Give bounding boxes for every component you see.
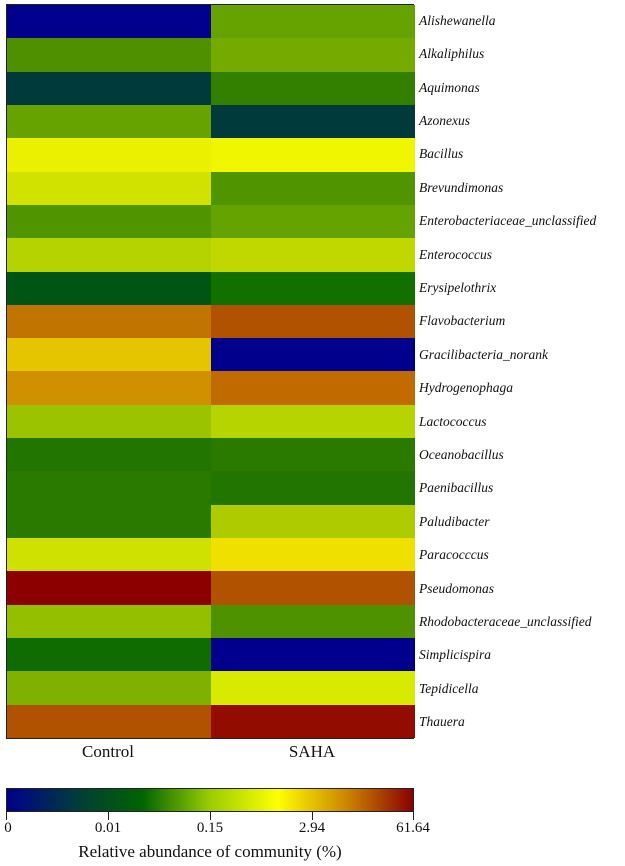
heatmap-cell bbox=[211, 371, 415, 405]
colorbar-tick bbox=[210, 812, 211, 820]
row-label: Gracilibacteria_norank bbox=[419, 346, 548, 362]
heatmap-cell bbox=[7, 304, 211, 339]
heatmap-cell bbox=[7, 504, 211, 539]
heatmap-cell bbox=[211, 5, 415, 39]
colorbar-tick-label: 0 bbox=[4, 820, 12, 836]
row-label: Alishewanella bbox=[419, 12, 496, 28]
heatmap-cell bbox=[7, 171, 211, 205]
row-label: Pseudomonas bbox=[419, 580, 494, 596]
heatmap-cell bbox=[211, 204, 415, 239]
heatmap-cell bbox=[211, 538, 415, 572]
row-label: Brevundimonas bbox=[419, 179, 504, 195]
row-label: Hydrogenophaga bbox=[419, 380, 513, 396]
row-label: Aquimonas bbox=[419, 79, 480, 95]
row-label: Tepidicella bbox=[419, 680, 479, 696]
heatmap-cell bbox=[7, 71, 211, 105]
heatmap-cell bbox=[211, 338, 415, 372]
heatmap-cell bbox=[7, 371, 211, 405]
colorbar-tick bbox=[312, 812, 313, 820]
colorbar-tick-label: 0.15 bbox=[196, 820, 224, 836]
heatmap-cell bbox=[211, 138, 415, 172]
row-labels: Alishewanella Alkaliphilus Aquimonas Azonex… bbox=[419, 4, 625, 739]
heatmap-cell bbox=[7, 5, 211, 39]
heatmap-grid bbox=[6, 4, 415, 739]
heatmap-cell bbox=[211, 638, 415, 672]
row-label: Lactococcus bbox=[419, 413, 487, 429]
row-label: Bacillus bbox=[419, 146, 464, 162]
row-label: Paludibacter bbox=[419, 513, 490, 529]
heatmap-cell bbox=[211, 571, 415, 605]
heatmap-cell bbox=[7, 438, 211, 472]
row-label: Flavobacterium bbox=[419, 313, 506, 329]
colorbar-title: Relative abundance of community (%) bbox=[78, 842, 342, 861]
heatmap-cell bbox=[7, 204, 211, 239]
row-label: Alkaliphilus bbox=[419, 46, 485, 62]
heatmap-cell bbox=[211, 604, 415, 639]
heatmap-cell bbox=[211, 271, 415, 305]
colorbar-tick bbox=[108, 812, 109, 820]
heatmap-cell bbox=[7, 604, 211, 639]
heatmap-cell bbox=[7, 338, 211, 372]
heatmap-cell bbox=[7, 671, 211, 705]
heatmap-cell bbox=[211, 38, 415, 72]
heatmap-cell bbox=[7, 271, 211, 305]
column-label-control: Control bbox=[82, 742, 134, 761]
heatmap-cell bbox=[7, 138, 211, 172]
heatmap-cell bbox=[211, 471, 415, 505]
heatmap-cell bbox=[211, 71, 415, 105]
heatmap-cell bbox=[7, 104, 211, 139]
heatmap-cell bbox=[211, 504, 415, 539]
heatmap-cell bbox=[211, 704, 415, 738]
column-label-saha: SAHA bbox=[288, 742, 336, 761]
heatmap-cell bbox=[7, 238, 211, 272]
heatmap-cell bbox=[7, 38, 211, 72]
heatmap-cell bbox=[211, 404, 415, 439]
heatmap-cell bbox=[7, 538, 211, 572]
row-label: Simplicispira bbox=[419, 647, 492, 663]
row-label: Azonexus bbox=[419, 112, 470, 128]
row-label: Paenibacillus bbox=[419, 480, 494, 496]
heatmap-cell bbox=[7, 404, 211, 439]
colorbar bbox=[6, 788, 414, 812]
row-label: Enterococcus bbox=[419, 246, 492, 262]
heatmap-cell bbox=[7, 471, 211, 505]
row-label: Enterobacteriaceae_unclassified bbox=[419, 213, 597, 229]
row-label: Paracocccus bbox=[419, 547, 489, 563]
heatmap-cell bbox=[211, 304, 415, 339]
row-label: Oceanobacillus bbox=[419, 447, 504, 463]
colorbar-tick bbox=[413, 812, 414, 820]
colorbar-tick-label: 2.94 bbox=[298, 820, 326, 836]
colorbar-tick bbox=[6, 812, 7, 820]
colorbar-tick-label: 61.64 bbox=[396, 820, 430, 836]
heatmap-cell bbox=[7, 638, 211, 672]
heatmap-cell bbox=[211, 438, 415, 472]
heatmap-cell bbox=[211, 671, 415, 705]
heatmap-cell bbox=[211, 171, 415, 205]
heatmap-cell bbox=[211, 238, 415, 272]
row-label: Thauera bbox=[419, 714, 465, 730]
row-label: Rhodobacteraceae_unclassified bbox=[419, 614, 592, 630]
row-label: Erysipelothrix bbox=[419, 279, 497, 295]
heatmap-cell bbox=[7, 704, 211, 738]
heatmap-cell bbox=[7, 571, 211, 605]
colorbar-tick-label: 0.01 bbox=[94, 820, 122, 836]
heatmap-cell bbox=[211, 104, 415, 139]
